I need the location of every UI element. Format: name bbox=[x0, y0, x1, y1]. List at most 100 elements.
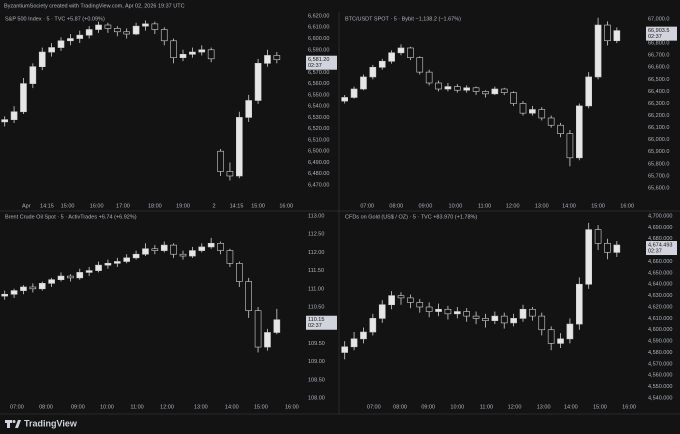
y-tick-label: 65,700.0 bbox=[648, 173, 669, 179]
last-price-box bbox=[646, 241, 677, 256]
candle-body bbox=[369, 318, 377, 333]
countdown-label: 02:37 bbox=[648, 248, 662, 254]
y-tick-label: 109.00 bbox=[308, 359, 325, 365]
candle-body bbox=[604, 243, 611, 253]
candle-body bbox=[29, 286, 37, 290]
candle-body bbox=[425, 306, 433, 312]
x-tick-label: 09:00 bbox=[71, 404, 85, 410]
candle-body bbox=[594, 24, 602, 78]
y-tick-label: 4,640.000 bbox=[648, 282, 672, 288]
chart-panel: CFDs on Gold (US$ / OZ) · 5 · TVC +83.97… bbox=[341, 213, 677, 410]
candle-body bbox=[38, 283, 46, 290]
x-tick-label: 07:00 bbox=[367, 404, 381, 410]
y-tick-label: 6,470.00 bbox=[308, 182, 329, 188]
x-tick-label: 14:15 bbox=[230, 203, 244, 209]
candle-body bbox=[170, 244, 177, 255]
y-tick-label: 112.00 bbox=[308, 250, 324, 256]
candle-body bbox=[585, 76, 592, 107]
y-tick-label: 6,530.00 bbox=[308, 115, 329, 121]
candle-body bbox=[57, 40, 65, 48]
candle-body bbox=[198, 246, 206, 251]
last-price-label: 4,674.493 bbox=[648, 242, 672, 248]
candle-body bbox=[226, 250, 234, 264]
x-tick-label: Apr bbox=[22, 203, 31, 209]
candle-body bbox=[273, 55, 281, 61]
y-tick-label: 4,610.000 bbox=[648, 316, 672, 322]
last-price-label: 110.15 bbox=[308, 317, 324, 323]
footer-brand: TradingView bbox=[24, 418, 78, 428]
candle-body bbox=[160, 29, 168, 42]
candle-body bbox=[500, 88, 508, 93]
candle-body bbox=[1, 293, 8, 297]
candle-body bbox=[388, 52, 395, 62]
candle-body bbox=[207, 243, 215, 248]
y-tick-label: 66,300.0 bbox=[648, 101, 669, 107]
x-tick-label: 14:15 bbox=[40, 203, 54, 209]
candle-body bbox=[160, 244, 168, 251]
x-tick-label: 18:00 bbox=[148, 203, 162, 209]
candle-body bbox=[407, 297, 414, 303]
candle-body bbox=[67, 275, 74, 279]
candle-body bbox=[350, 338, 358, 348]
candle-body bbox=[425, 71, 433, 84]
y-tick-label: 4,690.000 bbox=[648, 225, 672, 231]
candle-body bbox=[29, 66, 37, 84]
candle-body bbox=[500, 315, 508, 324]
candle-body bbox=[273, 319, 281, 333]
candle-body bbox=[104, 24, 112, 29]
y-tick-label: 113.00 bbox=[308, 213, 324, 219]
logo-shape bbox=[7, 423, 10, 428]
y-tick-label: 65,600.0 bbox=[648, 185, 669, 191]
candle-body bbox=[388, 295, 395, 306]
candle-body bbox=[226, 171, 234, 177]
y-tick-label: 67,000.0 bbox=[648, 16, 669, 22]
candle-body bbox=[48, 279, 55, 284]
y-tick-label: 110.50 bbox=[308, 304, 324, 310]
chart-panel: BTC/USDT SPOT · 5 · Bybit −1,138.2 (−1.6… bbox=[341, 16, 677, 209]
y-tick-label: 6,560.00 bbox=[308, 81, 329, 87]
candle-body bbox=[510, 92, 517, 104]
x-tick-label: 10:00 bbox=[449, 203, 463, 209]
candle-body bbox=[529, 308, 536, 317]
header-text: ByzantiumSociety created with TradingVie… bbox=[4, 3, 185, 9]
x-tick-label: 10:00 bbox=[100, 404, 114, 410]
candle-body bbox=[482, 91, 489, 95]
y-tick-label: 4,630.000 bbox=[648, 293, 672, 299]
footer-logo: TradingView bbox=[5, 418, 78, 428]
y-tick-label: 6,610.00 bbox=[308, 25, 329, 31]
chart-title: BTC/USDT SPOT · 5 · Bybit −1,138.2 (−1.6… bbox=[345, 16, 461, 22]
x-tick-label: 09:00 bbox=[419, 203, 433, 209]
candle-body bbox=[444, 308, 452, 315]
y-tick-label: 4,600.000 bbox=[648, 327, 672, 333]
x-tick-label: 14:00 bbox=[564, 404, 578, 410]
y-tick-label: 4,680.000 bbox=[648, 236, 672, 242]
x-tick-label: 15:00 bbox=[593, 404, 607, 410]
y-tick-label: 108.00 bbox=[308, 395, 325, 401]
y-tick-label: 66,400.0 bbox=[648, 89, 669, 95]
candle-body bbox=[76, 272, 84, 279]
candle-body bbox=[538, 109, 546, 119]
candle-body bbox=[350, 88, 358, 98]
y-tick-label: 112.50 bbox=[308, 232, 324, 238]
candle-body bbox=[576, 283, 583, 325]
candle-body bbox=[38, 51, 46, 67]
y-tick-label: 66,600.0 bbox=[648, 65, 669, 71]
y-tick-label: 66,100.0 bbox=[648, 125, 669, 131]
candle-body bbox=[463, 87, 470, 91]
candle-body bbox=[463, 311, 470, 317]
candle-body bbox=[369, 66, 377, 78]
candle-body bbox=[217, 243, 224, 251]
candle-body bbox=[397, 295, 405, 299]
y-tick-label: 66,200.0 bbox=[648, 113, 669, 119]
candle-body bbox=[198, 49, 206, 53]
chart-title: S&P 500 Index · 5 · TVC +5.87 (+0.09%) bbox=[5, 16, 105, 22]
candle-body bbox=[472, 87, 480, 92]
candle-body bbox=[10, 290, 18, 295]
candle-body bbox=[547, 117, 555, 126]
last-price-box bbox=[646, 26, 677, 41]
x-tick-label: 14:00 bbox=[225, 404, 239, 410]
candle-body bbox=[519, 103, 527, 114]
candle-body bbox=[57, 275, 65, 280]
